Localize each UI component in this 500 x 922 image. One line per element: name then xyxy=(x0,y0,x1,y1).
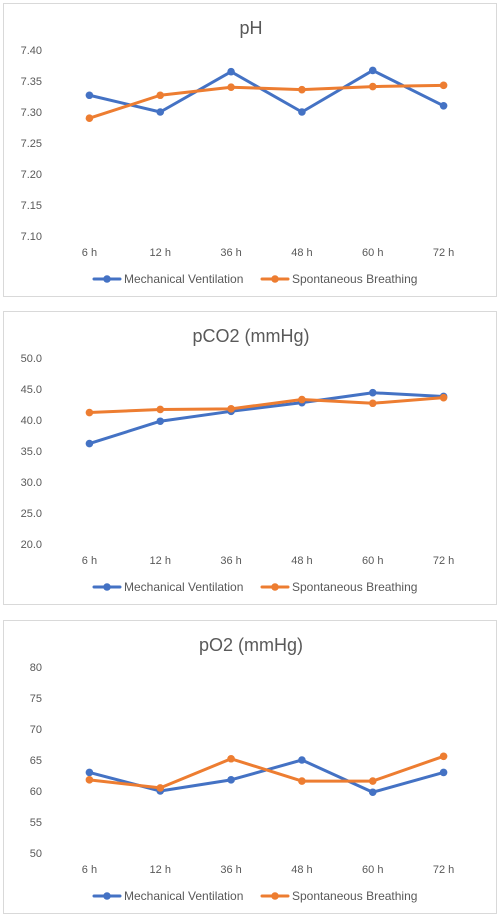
data-point xyxy=(85,439,94,448)
y-tick-label: 7.10 xyxy=(21,231,42,243)
legend-swatch-marker xyxy=(271,892,279,900)
data-point xyxy=(227,83,235,91)
chart-title: pCO2 (mmHg) xyxy=(192,326,309,346)
data-point xyxy=(156,405,165,414)
x-tick-label: 60 h xyxy=(362,864,383,876)
series-line xyxy=(87,754,446,790)
x-tick-label: 6 h xyxy=(82,555,97,567)
data-point xyxy=(439,81,448,90)
y-tick-label: 45.0 xyxy=(21,384,42,396)
legend-swatch-marker xyxy=(103,892,111,900)
x-tick-label: 6 h xyxy=(82,864,97,876)
y-tick-label: 60 xyxy=(30,786,42,798)
chart-title: pO2 (mmHg) xyxy=(199,635,303,655)
data-point xyxy=(439,768,448,777)
y-tick-label: 7.35 xyxy=(21,76,42,88)
chart-panel-po2: pO2 (mmHg) 50 55 60 65 70 75 80 6 h 12 h 36 h 48 h 6… xyxy=(3,620,497,914)
x-tick-label: 48 h xyxy=(291,864,312,876)
x-tick-label: 12 h xyxy=(150,864,171,876)
data-point xyxy=(85,408,94,417)
data-point xyxy=(156,91,165,100)
data-point xyxy=(439,752,448,761)
x-tick-label: 36 h xyxy=(220,247,241,259)
data-point xyxy=(85,776,94,784)
chart-panel-ph: pH 7.10 7.15 7.20 7.25 7.30 7.35 7.40 6 h 12 h 36 … xyxy=(3,3,497,297)
x-tick-label: 72 h xyxy=(433,555,454,567)
legend-swatch-marker xyxy=(103,583,111,591)
data-point xyxy=(85,768,94,777)
data-point xyxy=(368,82,377,91)
chart-svg: pH 7.10 7.15 7.20 7.25 7.30 7.35 7.40 6 h 12 h 36 … xyxy=(21,18,455,286)
y-tick-label: 7.40 xyxy=(21,45,42,57)
data-point xyxy=(156,108,165,116)
legend-label: Spontaneous Breathing xyxy=(292,272,417,286)
x-tick-label: 60 h xyxy=(362,555,383,567)
legend-label: Mechanical Ventilation xyxy=(124,580,243,594)
series-line xyxy=(87,83,446,120)
y-tick-label: 80 xyxy=(30,662,42,674)
data-point xyxy=(368,388,377,397)
data-point xyxy=(156,417,165,426)
data-point xyxy=(156,784,165,792)
x-tick-label: 72 h xyxy=(433,247,454,259)
y-tick-label: 30.0 xyxy=(21,477,42,489)
y-tick-label: 7.30 xyxy=(21,107,42,119)
x-tick-label: 36 h xyxy=(220,864,241,876)
y-tick-label: 7.20 xyxy=(21,169,42,181)
y-tick-label: 65 xyxy=(30,755,42,767)
data-point xyxy=(368,399,377,408)
data-point xyxy=(298,395,306,404)
chart-title: pH xyxy=(239,18,262,38)
chart-svg: pCO2 (mmHg) 20.0 25.0 30.0 35.0 40.0 45.0 50.0 6… xyxy=(21,326,455,594)
x-tick-label: 48 h xyxy=(291,247,312,259)
x-tick-label: 72 h xyxy=(433,864,454,876)
y-tick-label: 50 xyxy=(30,848,42,860)
x-tick-label: 48 h xyxy=(291,555,312,567)
y-tick-label: 70 xyxy=(30,724,42,736)
y-tick-label: 75 xyxy=(30,693,42,705)
data-point xyxy=(439,102,448,110)
legend-swatch-marker xyxy=(271,275,279,283)
data-point xyxy=(298,85,306,94)
data-point xyxy=(227,405,235,413)
legend-swatch-marker xyxy=(271,583,279,591)
data-point xyxy=(368,777,377,785)
data-point xyxy=(368,66,377,75)
data-point xyxy=(368,788,377,797)
chart-svg: pO2 (mmHg) 50 55 60 65 70 75 80 6 h 12 h 36 h 48 h 6… xyxy=(30,635,455,903)
series-line xyxy=(87,396,446,415)
data-point xyxy=(227,67,235,76)
data-point xyxy=(298,756,306,764)
y-tick-label: 35.0 xyxy=(21,446,42,458)
y-tick-label: 55 xyxy=(30,817,42,829)
data-point xyxy=(85,91,94,100)
data-point xyxy=(227,776,235,784)
data-point xyxy=(439,393,448,402)
legend-label: Spontaneous Breathing xyxy=(292,889,417,903)
series-line xyxy=(87,68,446,114)
y-tick-label: 25.0 xyxy=(21,508,42,520)
data-point xyxy=(298,108,306,116)
x-tick-label: 6 h xyxy=(82,247,97,259)
series-line xyxy=(87,391,446,446)
x-tick-label: 60 h xyxy=(362,247,383,259)
legend-label: Spontaneous Breathing xyxy=(292,580,417,594)
legend-label: Mechanical Ventilation xyxy=(124,889,243,903)
chart-panel-pco2: pCO2 (mmHg) 20.0 25.0 30.0 35.0 40.0 45.0 50.0 6… xyxy=(3,311,497,605)
data-point xyxy=(85,114,94,122)
x-tick-label: 36 h xyxy=(220,555,241,567)
data-point xyxy=(227,754,235,763)
legend-swatch-marker xyxy=(103,275,111,283)
y-tick-label: 50.0 xyxy=(21,353,42,365)
y-tick-label: 7.25 xyxy=(21,138,42,150)
legend-label: Mechanical Ventilation xyxy=(124,272,243,286)
y-tick-label: 7.15 xyxy=(21,200,42,212)
y-tick-label: 40.0 xyxy=(21,415,42,427)
data-point xyxy=(298,777,306,785)
x-tick-label: 12 h xyxy=(150,555,171,567)
x-tick-label: 12 h xyxy=(150,247,171,259)
y-tick-label: 20.0 xyxy=(21,539,42,551)
